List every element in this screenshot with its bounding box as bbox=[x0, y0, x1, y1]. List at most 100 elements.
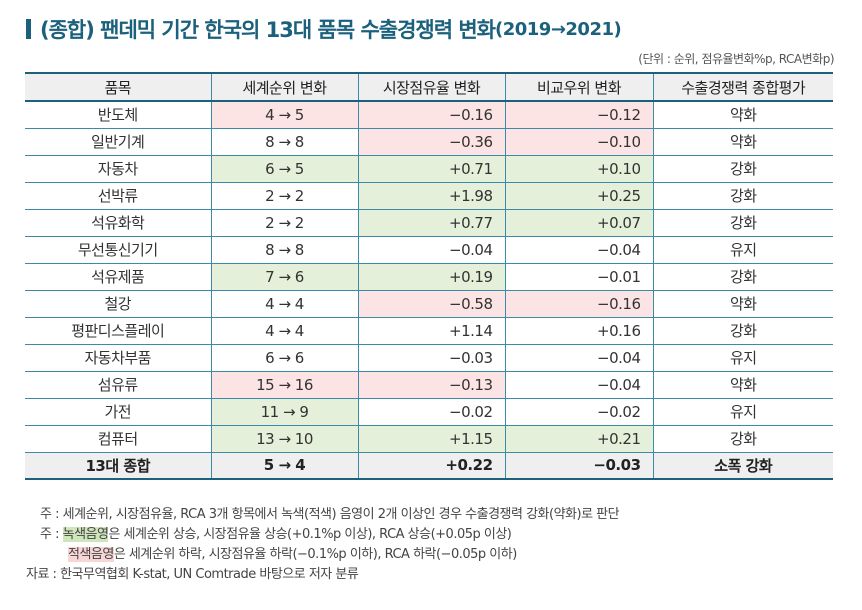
table-row: 철강 4 → 4 −0.58 −0.16 약화 bbox=[25, 289, 833, 318]
title-accent-bar bbox=[26, 19, 31, 39]
table-row: 가전 11 → 9 −0.02 −0.02 유지 bbox=[25, 397, 833, 426]
share-change-cell: +1.98 bbox=[357, 181, 505, 210]
rank-change-cell: 4 → 4 bbox=[210, 289, 358, 318]
rca-change-cell: +0.10 bbox=[504, 154, 653, 183]
note-2-prefix: 주 : bbox=[40, 527, 63, 542]
note-1-prefix: 주 : bbox=[40, 507, 63, 522]
table-row: 석유제품 7 → 6 +0.19 −0.01 강화 bbox=[25, 262, 833, 291]
overall-eval-cell: 강화 bbox=[652, 316, 833, 345]
rca-change-cell: −0.04 bbox=[504, 343, 653, 372]
rank-change-cell: 13 → 10 bbox=[210, 424, 358, 453]
rca-change-cell: −0.01 bbox=[504, 262, 653, 291]
rank-change-cell: 4 → 4 bbox=[210, 316, 358, 345]
green-shade-label: 녹색음영 bbox=[62, 527, 109, 542]
rca-change-cell: +0.16 bbox=[504, 316, 653, 345]
item-cell: 반도체 bbox=[25, 100, 211, 129]
header-rank-change: 세계순위 변화 bbox=[210, 72, 358, 102]
share-change-cell: −0.04 bbox=[357, 235, 505, 264]
item-cell: 철강 bbox=[25, 289, 211, 318]
header-overall-eval: 수출경쟁력 종합평가 bbox=[652, 72, 833, 102]
title-main: (종합) 팬데믹 기간 한국의 13대 품목 수출경쟁력 변화 bbox=[40, 18, 496, 42]
rank-change-cell: 4 → 5 bbox=[210, 100, 358, 129]
overall-eval-cell: 강화 bbox=[652, 424, 833, 453]
rank-change-cell: 8 → 8 bbox=[210, 235, 358, 264]
unit-note: (단위 : 순위, 점유율변화%p, RCA변화p) bbox=[638, 52, 834, 66]
overall-eval-cell: 강화 bbox=[652, 154, 833, 183]
table-row: 일반기계 8 → 8 −0.36 −0.10 약화 bbox=[25, 127, 833, 156]
note-1: 주 : 세계순위, 시장점유율, RCA 3개 항목에서 녹색(적색) 음영이 … bbox=[26, 505, 620, 525]
overall-eval-cell: 약화 bbox=[652, 100, 833, 129]
rank-change-cell: 2 → 2 bbox=[210, 181, 358, 210]
overall-eval-cell: 유지 bbox=[652, 343, 833, 372]
item-cell: 자동차부품 bbox=[25, 343, 211, 372]
overall-eval-cell: 약화 bbox=[652, 289, 833, 318]
share-change-cell: +0.77 bbox=[357, 208, 505, 237]
red-shade-label: 적색음영 bbox=[68, 547, 114, 562]
share-change-cell: −0.03 bbox=[357, 343, 505, 372]
table-row: 석유화학 2 → 2 +0.77 +0.07 강화 bbox=[25, 208, 833, 237]
table-row: 컴퓨터 13 → 10 +1.15 +0.21 강화 bbox=[25, 424, 833, 453]
rca-change-cell: −0.04 bbox=[504, 235, 653, 264]
note-2-red: 적색음영은 세계순위 하락, 시장점유율 하락(−0.1%p 이하), RCA … bbox=[26, 545, 619, 565]
item-cell: 가전 bbox=[25, 397, 211, 426]
green-shade-text: 은 세계순위 상승, 시장점유율 상승(+0.1%p 이상), RCA 상승(+… bbox=[108, 527, 512, 542]
rank-change-cell: 2 → 2 bbox=[210, 208, 358, 237]
item-cell: 컴퓨터 bbox=[25, 424, 211, 453]
header-share-change: 시장점유율 변화 bbox=[357, 72, 505, 102]
item-cell: 섬유류 bbox=[25, 370, 211, 399]
rca-change-cell: −0.10 bbox=[504, 127, 653, 156]
title-years: (2019→2021) bbox=[495, 18, 622, 40]
share-change-cell: +1.15 bbox=[357, 424, 505, 453]
total-eval-cell: 소폭 강화 bbox=[652, 451, 833, 480]
rank-change-cell: 7 → 6 bbox=[210, 262, 358, 291]
rca-change-cell: −0.12 bbox=[504, 100, 653, 129]
rank-change-cell: 15 → 16 bbox=[210, 370, 358, 399]
header-item: 품목 bbox=[25, 72, 211, 102]
item-cell: 평판디스플레이 bbox=[25, 316, 211, 345]
rca-change-cell: +0.07 bbox=[504, 208, 653, 237]
overall-eval-cell: 유지 bbox=[652, 235, 833, 264]
overall-eval-cell: 강화 bbox=[652, 208, 833, 237]
note-2: 주 : 녹색음영은 세계순위 상승, 시장점유율 상승(+0.1%p 이상), … bbox=[26, 525, 619, 545]
rca-change-cell: −0.02 bbox=[504, 397, 653, 426]
table-row: 평판디스플레이 4 → 4 +1.14 +0.16 강화 bbox=[25, 316, 833, 345]
rank-change-cell: 6 → 5 bbox=[210, 154, 358, 183]
competitiveness-table: 품목 세계순위 변화 시장점유율 변화 비교우위 변화 수출경쟁력 종합평가 반… bbox=[25, 72, 833, 480]
table-row: 자동차 6 → 5 +0.71 +0.10 강화 bbox=[25, 154, 833, 183]
share-change-cell: +0.71 bbox=[357, 154, 505, 183]
total-rank-cell: 5 → 4 bbox=[210, 451, 358, 480]
total-share-cell: +0.22 bbox=[357, 451, 505, 480]
item-cell: 석유제품 bbox=[25, 262, 211, 291]
rca-change-cell: +0.21 bbox=[504, 424, 653, 453]
rank-change-cell: 6 → 6 bbox=[210, 343, 358, 372]
share-change-cell: −0.16 bbox=[357, 100, 505, 129]
header-rca-change: 비교우위 변화 bbox=[504, 72, 653, 102]
table-title: (종합) 팬데믹 기간 한국의 13대 품목 수출경쟁력 변화 (2019→202… bbox=[26, 14, 622, 44]
overall-eval-cell: 강화 bbox=[652, 181, 833, 210]
share-change-cell: +0.19 bbox=[357, 262, 505, 291]
table-header-row: 품목 세계순위 변화 시장점유율 변화 비교우위 변화 수출경쟁력 종합평가 bbox=[25, 72, 833, 102]
share-change-cell: −0.13 bbox=[357, 370, 505, 399]
item-cell: 일반기계 bbox=[25, 127, 211, 156]
overall-eval-cell: 약화 bbox=[652, 370, 833, 399]
total-item-cell: 13대 종합 bbox=[25, 451, 211, 480]
footnotes: 주 : 세계순위, 시장점유율, RCA 3개 항목에서 녹색(적색) 음영이 … bbox=[26, 505, 620, 585]
rank-change-cell: 8 → 8 bbox=[210, 127, 358, 156]
table-row: 반도체 4 → 5 −0.16 −0.12 약화 bbox=[25, 100, 833, 129]
share-change-cell: +1.14 bbox=[357, 316, 505, 345]
rca-change-cell: −0.16 bbox=[504, 289, 653, 318]
item-cell: 석유화학 bbox=[25, 208, 211, 237]
rank-change-cell: 11 → 9 bbox=[210, 397, 358, 426]
overall-eval-cell: 강화 bbox=[652, 262, 833, 291]
red-shade-text: 은 세계순위 하락, 시장점유율 하락(−0.1%p 이하), RCA 하락(−… bbox=[113, 547, 517, 562]
table-row: 무선통신기기 8 → 8 −0.04 −0.04 유지 bbox=[25, 235, 833, 264]
rca-change-cell: −0.04 bbox=[504, 370, 653, 399]
item-cell: 선박류 bbox=[25, 181, 211, 210]
total-rca-cell: −0.03 bbox=[504, 451, 653, 480]
share-change-cell: −0.58 bbox=[357, 289, 505, 318]
share-change-cell: −0.02 bbox=[357, 397, 505, 426]
note-1-text: 세계순위, 시장점유율, RCA 3개 항목에서 녹색(적색) 음영이 2개 이… bbox=[62, 507, 620, 522]
table-row: 섬유류 15 → 16 −0.13 −0.04 약화 bbox=[25, 370, 833, 399]
overall-eval-cell: 유지 bbox=[652, 397, 833, 426]
share-change-cell: −0.36 bbox=[357, 127, 505, 156]
